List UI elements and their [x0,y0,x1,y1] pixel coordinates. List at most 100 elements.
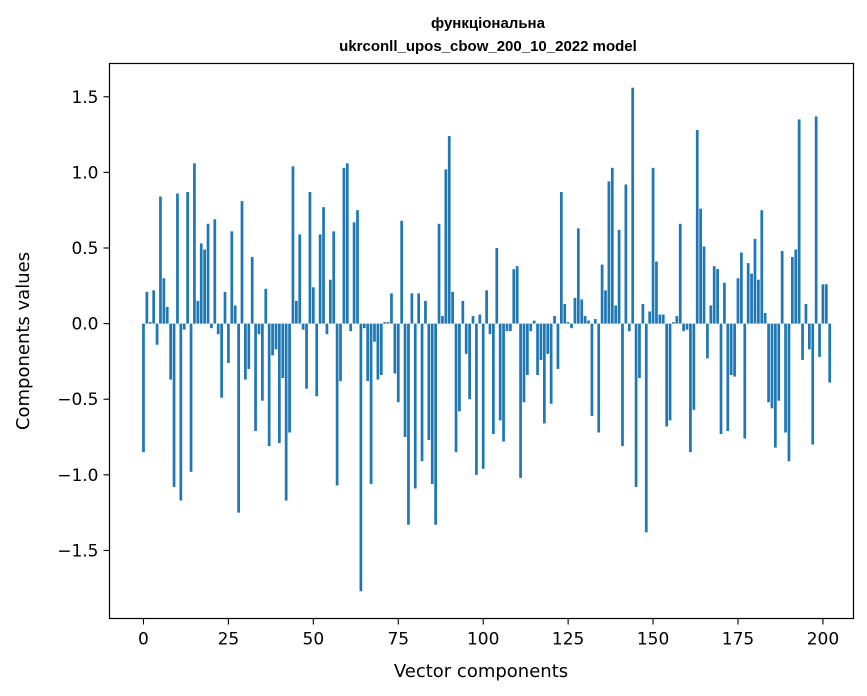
bar-112 [522,323,526,403]
bar-58 [339,323,342,382]
bar-44 [291,166,295,324]
x-tick-label-7: 175 [722,630,754,650]
bar-128 [576,228,580,324]
bar-159 [682,323,685,332]
bar-38 [271,323,274,356]
bar-56 [332,231,336,324]
bar-101 [485,290,488,324]
bar-120 [549,323,553,404]
bar-190 [787,323,791,462]
bar-6 [162,278,166,324]
bar-141 [621,323,624,447]
bar-93 [458,323,461,412]
y-tick-label-4: 0.5 [71,239,98,259]
y-tick-label-3: 0.0 [71,315,98,335]
bar-113 [526,323,529,376]
bar-37 [267,323,271,447]
bar-143 [627,323,631,332]
bar-166 [706,323,709,359]
bar-158 [678,223,682,324]
bar-46 [298,234,302,324]
bar-31 [247,323,251,369]
bar-167 [709,305,713,324]
bar-134 [597,323,601,433]
bar-199 [818,323,821,357]
bar-130 [583,316,587,324]
bar-16 [196,300,200,324]
bar-73 [390,293,393,324]
bar-99 [478,314,482,324]
bar-12 [182,323,186,330]
bar-150 [651,167,655,324]
bar-161 [689,323,692,453]
bar-42 [284,323,288,501]
bar-155 [668,323,672,421]
bar-124 [563,303,567,324]
bar-45 [294,300,298,324]
bar-69 [376,323,380,380]
bar-4 [155,323,159,345]
y-tick-label-0: −1.5 [57,541,98,561]
bar-201 [824,284,828,324]
bar-68 [373,323,376,342]
bar-117 [539,323,543,360]
bar-64 [359,323,363,592]
bar-188 [780,251,784,324]
bar-123 [559,192,563,324]
bar-11 [179,323,183,501]
bar-118 [542,323,546,424]
bar-142 [624,184,628,324]
x-tick-label-6: 150 [637,630,669,650]
bar-109 [512,269,516,324]
bar-78 [407,323,410,525]
bar-92 [454,323,458,453]
bar-2 [148,322,152,324]
bar-57 [335,323,339,486]
bar-133 [593,319,597,324]
y-tick-label-2: −0.5 [57,390,98,410]
bar-32 [250,257,254,324]
bar-17 [199,243,203,324]
bar-36 [264,288,268,324]
bar-18 [203,249,206,324]
bar-122 [556,323,560,369]
x-tick-label-4: 100 [467,630,499,650]
bar-114 [529,323,533,332]
bar-98 [475,323,478,475]
bar-21 [213,219,217,324]
bar-177 [743,323,747,439]
bar-90 [447,136,451,324]
bar-168 [712,266,716,324]
bar-104 [495,248,499,324]
bar-153 [661,314,665,324]
bar-105 [498,323,502,421]
bar-70 [379,323,383,376]
bar-40 [278,323,281,444]
bar-10 [176,193,179,324]
bar-189 [784,323,787,433]
bar-35 [261,323,264,401]
bar-41 [281,323,285,379]
x-tick-label-8: 200 [807,630,839,650]
bar-13 [186,192,189,324]
bar-61 [349,323,353,332]
bar-49 [308,192,312,324]
bar-107 [505,323,509,332]
x-tick-label-5: 125 [552,630,584,650]
bar-62 [352,222,356,324]
bar-43 [288,323,291,433]
bar-48 [305,323,308,389]
bar-100 [481,323,485,469]
bar-196 [807,323,811,350]
bar-79 [410,293,414,324]
bar-140 [617,229,621,324]
bar-139 [614,305,618,324]
bar-180 [753,238,757,324]
bar-175 [736,278,740,324]
bar-82 [420,323,424,462]
bar-178 [746,263,750,324]
bar-series [142,87,832,592]
bar-162 [692,323,696,410]
bar-173 [729,323,733,376]
bar-147 [641,303,645,324]
